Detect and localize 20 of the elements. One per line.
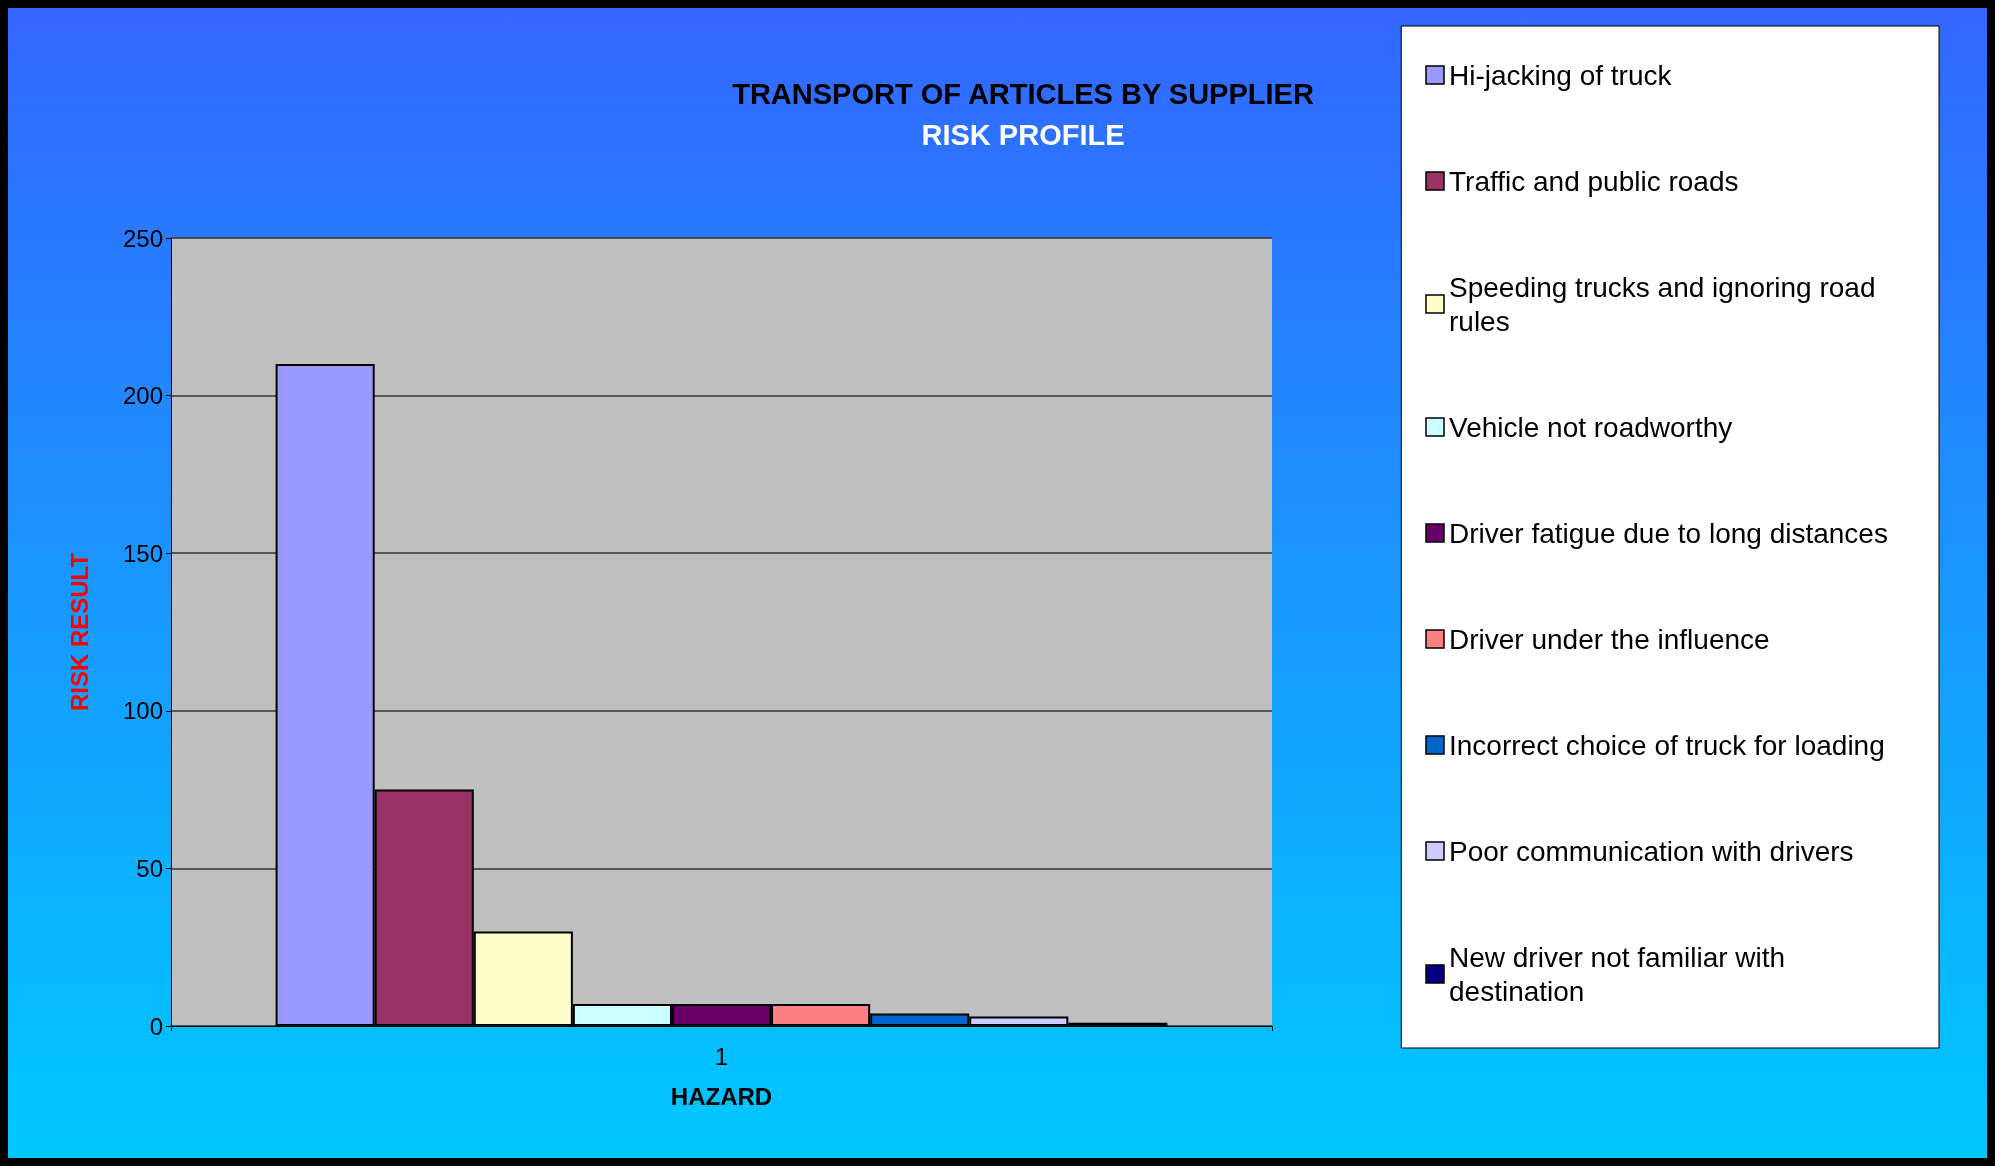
- y-axis-title: RISK RESULT: [65, 552, 93, 712]
- y-tick-label: 0: [149, 1012, 163, 1040]
- legend-label: Traffic and public roads: [1449, 165, 1739, 197]
- x-axis-title: HAZARD: [670, 1082, 773, 1110]
- chart-title: TRANSPORT OF ARTICLES BY SUPPLIER: [732, 77, 1314, 110]
- x-tick-label: 1: [714, 1042, 729, 1070]
- legend-label: New driver not familiar with destination: [1449, 941, 1793, 1007]
- legend-label: Poor communication with drivers: [1449, 835, 1854, 867]
- y-tick-label: 150: [122, 539, 163, 567]
- legend-label: Driver under the influence: [1449, 623, 1770, 655]
- chart-subtitle: RISK PROFILE: [921, 118, 1125, 151]
- legend-label: Vehicle not roadworthy: [1449, 411, 1733, 443]
- y-tick-label: 200: [122, 382, 163, 410]
- legend-label: Incorrect choice of truck for loading: [1449, 729, 1885, 761]
- legend-label: Hi-jacking of truck: [1449, 59, 1673, 91]
- y-tick-label: 100: [122, 697, 163, 725]
- legend-label: Speeding trucks and ignoring road rules: [1449, 271, 1884, 337]
- legend-label: Driver fatigue due to long distances: [1449, 517, 1888, 549]
- y-tick-label: 50: [136, 854, 163, 882]
- y-tick-label: 250: [122, 224, 163, 252]
